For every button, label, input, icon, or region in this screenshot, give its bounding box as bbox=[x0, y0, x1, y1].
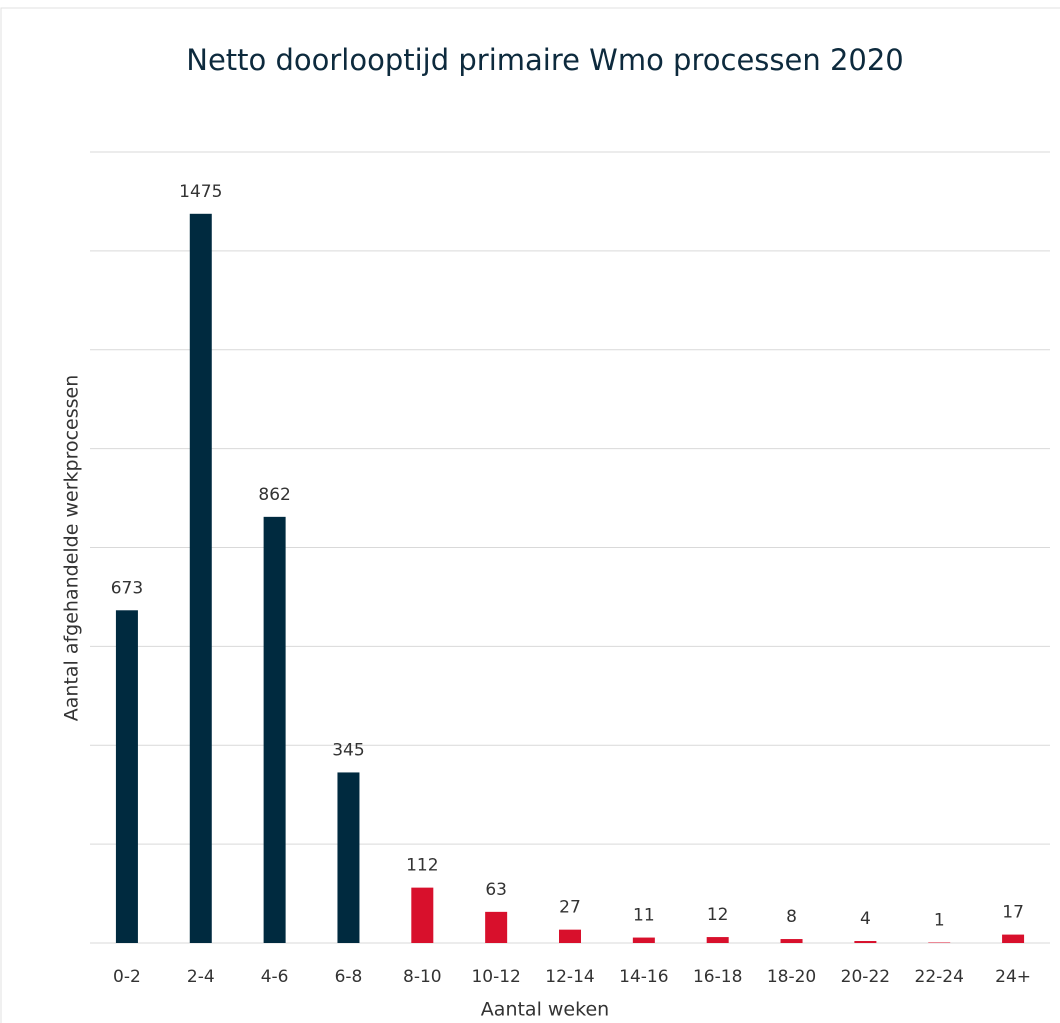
data-label: 1475 bbox=[179, 182, 222, 202]
chart-title: Netto doorlooptijd primaire Wmo processe… bbox=[186, 43, 904, 77]
data-label: 27 bbox=[559, 898, 581, 918]
x-tick-label: 18-20 bbox=[767, 967, 816, 987]
x-axis-label: Aantal weken bbox=[481, 999, 609, 1021]
x-tick-label: 8-10 bbox=[403, 967, 442, 987]
x-tick-label: 4-6 bbox=[261, 967, 289, 987]
data-label: 17 bbox=[1002, 903, 1024, 923]
y-axis-label: Aantal afgehandelde werkprocessen bbox=[61, 375, 83, 722]
data-label: 11 bbox=[633, 906, 655, 926]
data-label: 345 bbox=[332, 740, 364, 760]
bar bbox=[115, 610, 138, 943]
x-tick-label: 22-24 bbox=[915, 967, 964, 987]
x-tick-label: 14-16 bbox=[619, 967, 668, 987]
bar bbox=[706, 937, 729, 943]
data-label: 112 bbox=[406, 856, 438, 876]
x-tick-label: 16-18 bbox=[693, 967, 742, 987]
x-tick-label: 10-12 bbox=[471, 967, 520, 987]
bar bbox=[411, 887, 434, 943]
bar bbox=[559, 929, 581, 943]
data-label: 12 bbox=[707, 905, 729, 925]
x-tick-label: 6-8 bbox=[335, 967, 363, 987]
bar bbox=[854, 941, 877, 943]
x-tick-label: 20-22 bbox=[841, 967, 890, 987]
x-tick-label: 12-14 bbox=[545, 967, 594, 987]
data-label: 4 bbox=[860, 909, 871, 929]
chart-frame bbox=[0, 7, 1060, 1023]
bar bbox=[780, 939, 803, 943]
bar bbox=[485, 911, 508, 943]
data-label: 63 bbox=[485, 880, 507, 900]
bar bbox=[189, 213, 212, 943]
data-label: 862 bbox=[258, 485, 290, 505]
x-tick-label: 0-2 bbox=[113, 967, 141, 987]
data-label: 8 bbox=[786, 907, 797, 927]
x-tick-label: 24+ bbox=[995, 967, 1031, 987]
data-label: 1 bbox=[934, 911, 945, 931]
bar bbox=[263, 516, 286, 943]
bar bbox=[1002, 934, 1025, 943]
bar bbox=[632, 937, 655, 943]
bar bbox=[337, 772, 360, 943]
data-label: 673 bbox=[111, 578, 143, 598]
x-tick-label: 2-4 bbox=[187, 967, 215, 987]
